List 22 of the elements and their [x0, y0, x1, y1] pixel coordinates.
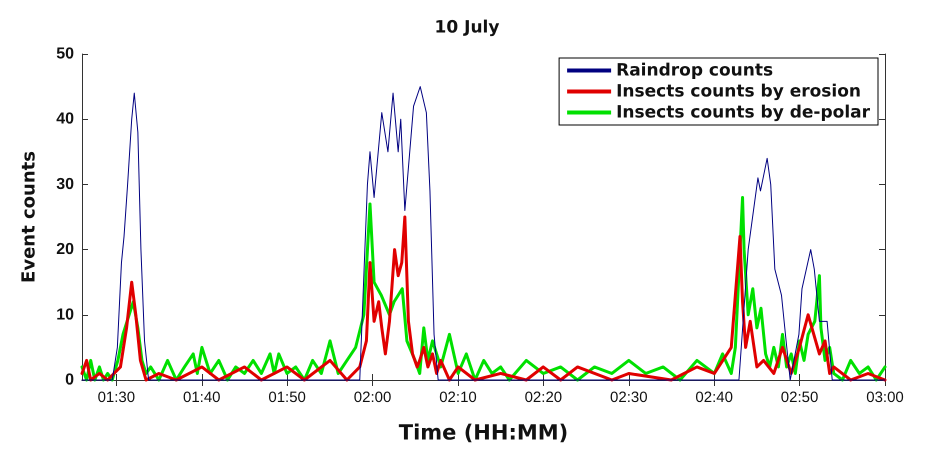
x-tick-label: 02:20 [524, 389, 562, 406]
x-tick-label: 02:00 [354, 389, 392, 406]
x-axis-title: Time (HH:MM) [398, 420, 568, 444]
y-tick-label: 30 [56, 176, 74, 193]
x-tick-label: 01:50 [268, 389, 306, 406]
y-tick-label: 10 [56, 306, 74, 324]
x-tick-label: 02:30 [610, 389, 648, 406]
y-tick-label: 0 [65, 372, 74, 388]
y-tick-label: 20 [56, 241, 74, 258]
x-tick-label: 01:40 [182, 389, 221, 406]
x-tick-label: 03:00 [866, 389, 904, 406]
x-tick-label: 02:10 [439, 389, 477, 406]
x-tick-label: 01:30 [98, 389, 136, 406]
legend-label: Raindrop counts [616, 60, 774, 80]
legend-label: Insects counts by de-polar [616, 102, 871, 122]
y-tick-label: 50 [56, 46, 74, 62]
y-tick-label: 40 [56, 110, 74, 128]
chart-title: 10 July [434, 18, 500, 38]
x-tick-label: 02:40 [695, 389, 733, 406]
y-axis-title: Event counts [18, 151, 40, 283]
legend-label: Insects counts by erosion [616, 82, 862, 102]
x-tick-label: 02:50 [780, 389, 818, 406]
